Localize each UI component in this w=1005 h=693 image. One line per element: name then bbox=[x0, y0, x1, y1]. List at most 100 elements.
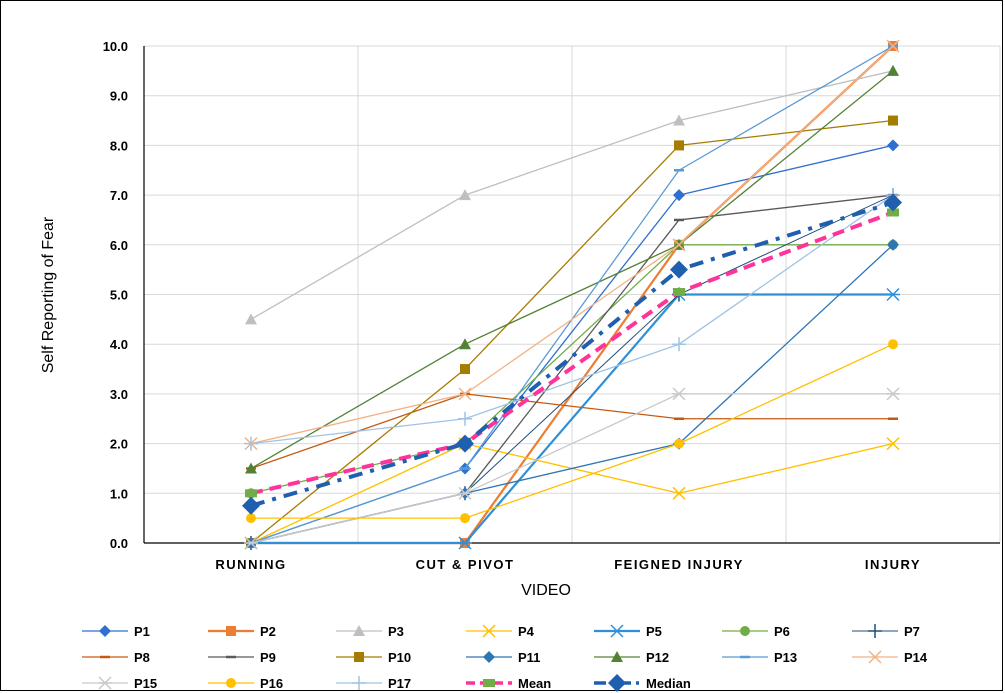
series-line-p3 bbox=[250, 70, 894, 320]
legend-item-p12: P12 bbox=[594, 650, 669, 665]
series-line-mean bbox=[250, 210, 894, 496]
legend-marker bbox=[226, 678, 236, 688]
x-axis-title: VIDEO bbox=[521, 582, 571, 599]
series-line-p5 bbox=[251, 293, 893, 545]
legend-item-p17: P17 bbox=[336, 676, 411, 691]
data-point-p10 bbox=[674, 140, 684, 151]
data-point-median bbox=[670, 260, 688, 279]
legend-label: P17 bbox=[388, 676, 411, 691]
legend-marker bbox=[610, 624, 624, 638]
y-tick-label: 4.0 bbox=[110, 337, 128, 352]
legend-label: P15 bbox=[134, 676, 157, 691]
legend-label: P3 bbox=[388, 624, 404, 639]
data-point-median bbox=[242, 496, 260, 515]
series-lines bbox=[242, 39, 902, 550]
series-line-p10 bbox=[250, 119, 894, 544]
data-point-p4 bbox=[672, 486, 686, 500]
y-tick-label: 7.0 bbox=[110, 188, 128, 203]
legend-marker bbox=[611, 651, 623, 662]
series-line-p12 bbox=[250, 70, 894, 470]
legend-marker bbox=[483, 651, 495, 663]
legend-label: P4 bbox=[518, 624, 535, 639]
legend-marker bbox=[98, 676, 112, 690]
legend-item-p3: P3 bbox=[336, 624, 404, 639]
data-point-p14 bbox=[886, 39, 900, 53]
series-line-median bbox=[250, 200, 894, 508]
legend-label: P13 bbox=[774, 650, 797, 665]
data-point-p10 bbox=[460, 364, 470, 375]
legend-item-p6: P6 bbox=[722, 624, 790, 639]
legend-item-p2: P2 bbox=[208, 624, 276, 639]
legend-item-p4: P4 bbox=[466, 624, 535, 639]
data-point-p17 bbox=[458, 411, 472, 426]
legend-marker bbox=[226, 626, 236, 636]
legend-marker bbox=[99, 625, 111, 637]
y-tick-label: 2.0 bbox=[110, 437, 128, 452]
legend-item-p1: P1 bbox=[82, 624, 150, 639]
legend-label: P12 bbox=[646, 650, 669, 665]
data-point-p15 bbox=[672, 387, 686, 401]
data-point-p12 bbox=[245, 462, 257, 474]
x-tick-label: RUNNING bbox=[215, 557, 286, 572]
legend-marker bbox=[868, 650, 882, 664]
series-line-p17 bbox=[250, 194, 894, 445]
data-point-p14 bbox=[458, 387, 472, 401]
x-tick-labels: RUNNING CUT & PIVOT FEIGNED INJURY INJURY bbox=[215, 557, 921, 572]
legend-label: P1 bbox=[134, 624, 150, 639]
data-point-p3 bbox=[245, 313, 257, 325]
data-point-p15 bbox=[244, 536, 258, 550]
y-axis-title: Self Reporting of Fear bbox=[40, 216, 57, 373]
legend-marker bbox=[352, 676, 366, 690]
data-point-p12 bbox=[887, 64, 899, 76]
legend-label: P10 bbox=[388, 650, 411, 665]
legend-item-p11: P11 bbox=[466, 650, 540, 665]
data-point-p15 bbox=[886, 387, 900, 401]
data-point-p16 bbox=[246, 513, 256, 524]
legend-item-p15: P15 bbox=[82, 676, 157, 691]
data-point-mean bbox=[673, 288, 685, 297]
legend-item-p8: P8 bbox=[82, 650, 150, 665]
legend-item-p9: P9 bbox=[208, 650, 276, 665]
legend-label: P6 bbox=[774, 624, 790, 639]
data-point-mean bbox=[887, 208, 899, 217]
y-tick-labels: 0.0 1.0 2.0 3.0 4.0 5.0 6.0 7.0 8.0 9.0 10.0 bbox=[103, 39, 128, 551]
y-tick-label: 6.0 bbox=[110, 238, 128, 253]
y-tick-label: 9.0 bbox=[110, 89, 128, 104]
legend-marker bbox=[353, 625, 365, 636]
legend-item-p7: P7 bbox=[852, 624, 920, 639]
legend-label: P8 bbox=[134, 650, 150, 665]
y-tick-label: 10.0 bbox=[103, 39, 128, 54]
legend-label: P7 bbox=[904, 624, 920, 639]
data-point-p1 bbox=[673, 189, 685, 202]
legend-label: P2 bbox=[260, 624, 276, 639]
legend-marker bbox=[354, 652, 364, 662]
data-point-p1 bbox=[887, 139, 899, 152]
series-median bbox=[242, 193, 902, 515]
data-point-p10 bbox=[888, 115, 898, 126]
legend-item-mean: Mean bbox=[466, 676, 551, 691]
legend-marker bbox=[740, 626, 750, 636]
series-p14 bbox=[244, 39, 900, 451]
legend-item-p10: P10 bbox=[336, 650, 411, 665]
x-tick-label: INJURY bbox=[865, 557, 921, 572]
data-point-mean bbox=[245, 489, 257, 498]
y-tick-label: 3.0 bbox=[110, 387, 128, 402]
legend-item-median: Median bbox=[594, 674, 691, 692]
y-tick-label: 1.0 bbox=[110, 486, 128, 501]
y-tick-label: 8.0 bbox=[110, 138, 128, 153]
y-tick-label: 0.0 bbox=[110, 536, 128, 551]
legend-label: P16 bbox=[260, 676, 283, 691]
legend-marker bbox=[868, 624, 882, 638]
legend-marker bbox=[482, 624, 496, 638]
legend-marker bbox=[483, 679, 495, 687]
data-point-p12 bbox=[459, 338, 471, 350]
legend-label: Median bbox=[646, 676, 691, 691]
legend-label: P9 bbox=[260, 650, 276, 665]
legend-item-p14: P14 bbox=[852, 650, 928, 665]
data-point-median bbox=[456, 434, 474, 453]
data-point-p14 bbox=[672, 238, 686, 252]
legend-item-p16: P16 bbox=[208, 676, 283, 691]
legend-item-p5: P5 bbox=[594, 624, 662, 639]
